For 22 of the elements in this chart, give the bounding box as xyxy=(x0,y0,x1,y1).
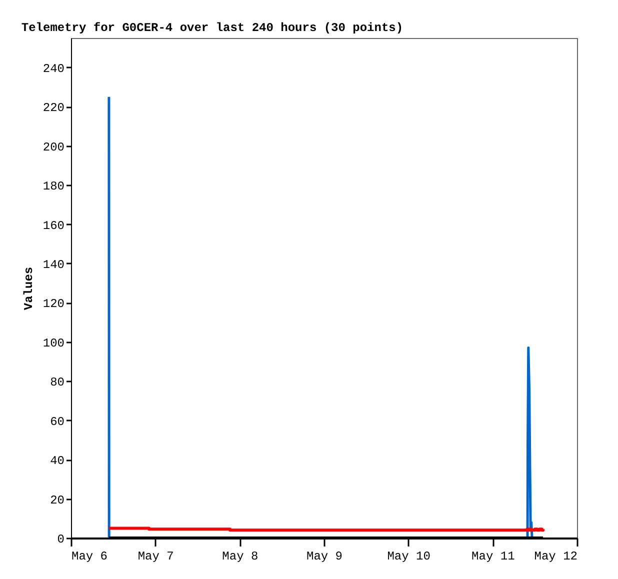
x-tick-label: May 11 xyxy=(472,550,515,564)
y-tick-label: 60 xyxy=(50,414,64,429)
x-tick-label: May 7 xyxy=(138,550,174,564)
x-tick-label: May 6 xyxy=(72,550,108,564)
chart-title: Telemetry for G0CER-4 over last 240 hours (30 points) xyxy=(21,21,404,35)
y-tick-label: 200 xyxy=(42,140,64,154)
y-tick-label: 140 xyxy=(42,258,64,272)
y-tick-label: 180 xyxy=(42,180,64,194)
x-tick-label: May 9 xyxy=(306,550,343,564)
x-tick-label: May 12 xyxy=(534,550,578,564)
y-tick-label: 100 xyxy=(42,336,64,350)
y-tick-label: 240 xyxy=(42,62,64,76)
y-tick-label: 40 xyxy=(50,454,64,468)
y-tick-label: 0 xyxy=(57,532,64,546)
y-tick-label: 220 xyxy=(42,101,64,116)
y-tick-label: 20 xyxy=(50,493,64,508)
y-tick-label: 80 xyxy=(50,376,64,390)
x-tick-label: May 10 xyxy=(387,550,430,564)
x-tick-label: May 8 xyxy=(222,550,258,564)
y-axis-title: Values xyxy=(22,266,36,310)
y-tick-label: 160 xyxy=(42,218,64,233)
y-tick-label: 120 xyxy=(42,297,64,312)
